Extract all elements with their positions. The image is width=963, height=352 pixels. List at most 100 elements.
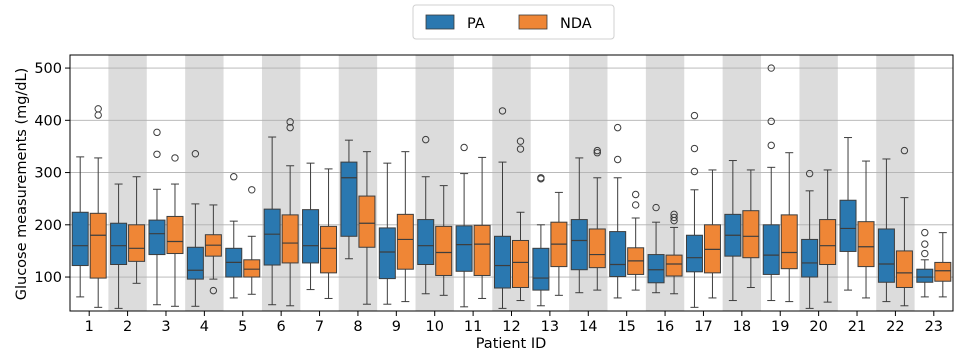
y-tick-label-200: 200 [34, 218, 62, 234]
box-pa-22 [877, 158, 895, 303]
shaded-column-2 [108, 55, 147, 311]
box-pa-16 [647, 203, 665, 294]
x-tick-label-20: 20 [809, 319, 827, 335]
x-tick-label-9: 9 [392, 319, 401, 335]
box-pa-19 [762, 64, 780, 302]
outlier-point [286, 123, 294, 132]
outlier-point [690, 111, 699, 120]
box-iqr [494, 235, 511, 289]
outlier-point [516, 145, 525, 153]
shaded-column-6 [261, 55, 301, 311]
box-nda-16 [665, 210, 683, 295]
box-pa-3 [148, 128, 166, 306]
box-nda-18 [742, 169, 760, 288]
outlier-point [767, 141, 775, 150]
box-iqr [916, 268, 934, 283]
box-iqr [512, 239, 529, 288]
box-nda-10 [435, 185, 453, 296]
outlier-point [460, 143, 468, 152]
box-pa-21 [839, 137, 857, 291]
x-tick-label-17: 17 [694, 319, 712, 335]
shaded-column-14 [569, 55, 608, 311]
box-iqr [473, 224, 491, 276]
box-iqr [263, 208, 281, 266]
box-nda-11 [473, 156, 491, 299]
outlier-point [670, 210, 678, 219]
legend-label-pa: PA [467, 16, 485, 32]
outlier-point [537, 174, 545, 182]
gridlines [70, 67, 953, 278]
box-iqr [665, 254, 683, 277]
outlier-point [690, 167, 699, 176]
legend-swatch-pa [425, 14, 455, 30]
legend-frame [412, 4, 615, 40]
y-tick-label-100: 100 [34, 270, 62, 286]
outlier-point [900, 146, 909, 155]
box-pa-7 [302, 162, 320, 291]
box-nda-22 [895, 146, 913, 307]
box-nda-15 [627, 190, 645, 291]
outlier-point [422, 135, 430, 144]
box-iqr [570, 219, 588, 271]
box-pa-13 [532, 174, 550, 307]
x-axis-label: Patient ID [476, 336, 547, 352]
x-tick-label-15: 15 [617, 319, 635, 335]
x-tick-label-11: 11 [464, 319, 482, 335]
box-iqr [780, 214, 798, 270]
shaded-columns [108, 55, 915, 311]
box-iqr [340, 161, 358, 237]
outlier-point [171, 154, 179, 162]
box-iqr [455, 225, 473, 272]
box-iqr [110, 222, 128, 266]
box-nda-13 [550, 191, 568, 296]
outlier-point [767, 64, 775, 72]
outlier-point [498, 107, 507, 115]
outlier-point [652, 203, 660, 212]
box-nda-23 [934, 232, 952, 298]
box-iqr [417, 219, 435, 266]
y-axis: 100 200 300 400 500 [34, 61, 70, 286]
box-pa-14 [570, 157, 588, 294]
legend-label-nda: NDA [560, 16, 592, 32]
box-iqr [166, 215, 184, 255]
outlier-point [670, 213, 678, 222]
x-tick-label-14: 14 [579, 319, 597, 335]
x-tick-label-21: 21 [848, 319, 866, 335]
outlier-point [94, 105, 102, 113]
outlier-point [191, 150, 200, 158]
outlier-point [805, 169, 814, 178]
outlier-point [153, 128, 161, 137]
box-iqr [128, 224, 146, 262]
box-iqr [243, 259, 261, 278]
box-nda-1 [89, 105, 107, 308]
box-iqr [281, 214, 299, 264]
outlier-point [593, 148, 601, 157]
box-iqr [396, 213, 414, 270]
box-nda-3 [166, 154, 184, 307]
outlier-point [767, 117, 775, 126]
box-iqr [186, 246, 204, 280]
box-iqr [302, 209, 320, 264]
y-tick-label-500: 500 [34, 61, 62, 77]
box-nda-5 [243, 186, 261, 295]
outlier-point [631, 201, 640, 209]
x-tick-label-23: 23 [925, 319, 943, 335]
box-nda-21 [857, 160, 875, 299]
y-tick-label-300: 300 [34, 166, 62, 182]
outlier-point [631, 190, 640, 199]
x-axis: 1 2 3 4 5 6 7 8 9 10 11 12 13 14 15 16 17 18 19 20 21 22 23 [85, 311, 943, 335]
box-pa-23 [916, 228, 934, 298]
boxes [71, 64, 952, 309]
outlier-point [153, 150, 161, 158]
shaded-column-18 [722, 55, 762, 311]
x-tick-label-19: 19 [771, 319, 789, 335]
x-tick-label-5: 5 [238, 319, 247, 335]
outlier-point [921, 240, 929, 248]
x-tick-label-2: 2 [123, 319, 132, 335]
box-iqr [71, 211, 89, 267]
box-nda-14 [588, 146, 606, 291]
x-tick-label-12: 12 [502, 319, 520, 335]
outlier-point [230, 173, 238, 181]
box-iqr [819, 219, 837, 266]
